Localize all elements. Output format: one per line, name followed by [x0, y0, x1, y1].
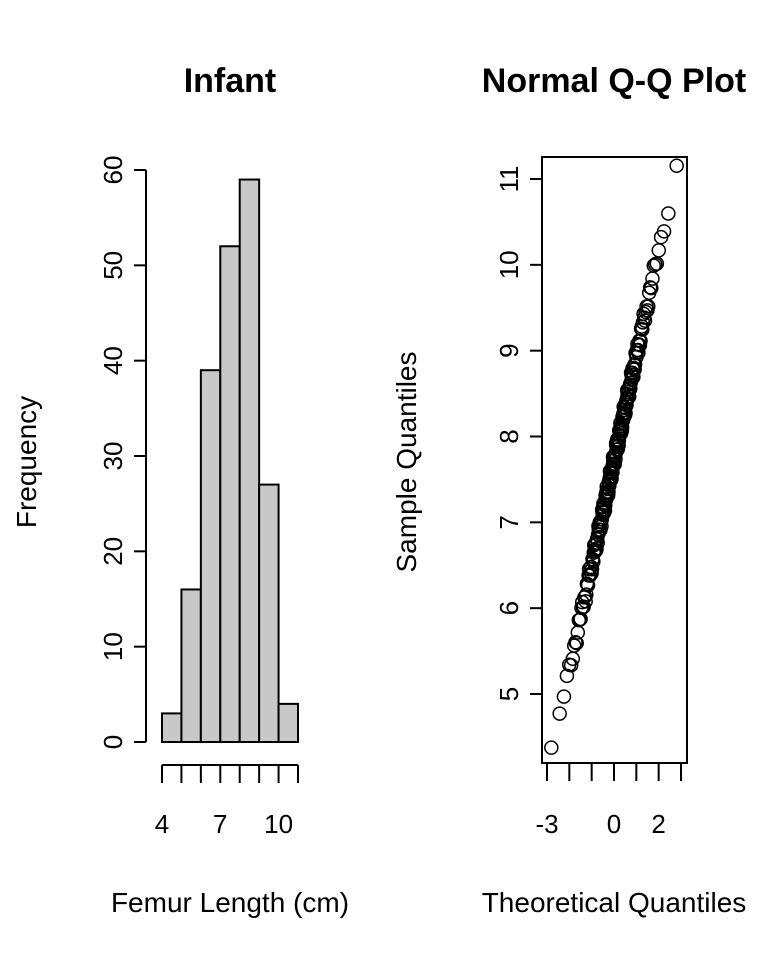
qq-point: [621, 389, 637, 404]
qq-y-tick-label: 6: [494, 601, 524, 615]
qq-point: [568, 635, 583, 650]
qq-point: [644, 280, 659, 296]
qq-point: [618, 405, 633, 421]
qq-point: [584, 566, 599, 581]
qq-y-tick-label: 7: [494, 515, 524, 529]
qq-point: [594, 518, 609, 534]
histogram-title: Infant: [184, 62, 277, 100]
qq-point: [607, 456, 622, 472]
histogram-panel: Infant Frequency Femur Length (cm) 0 10 20…: [11, 62, 349, 918]
qq-point: [661, 206, 676, 221]
histogram-y-tick-label: 40: [98, 346, 128, 375]
histogram-y-tick-label: 60: [98, 156, 128, 185]
qq-x-axis-label: Theoretical Quantiles: [482, 887, 747, 918]
histogram-y-tick-label: 50: [98, 251, 128, 280]
qq-point: [563, 657, 579, 673]
histogram-y-tick-label: 20: [98, 537, 128, 566]
qq-point: [605, 465, 620, 480]
qq-point: [552, 706, 567, 721]
histogram-x-axis-label: Femur Length (cm): [111, 887, 349, 918]
qq-point: [586, 554, 601, 569]
qq-point: [651, 243, 667, 258]
qq-point: [544, 740, 559, 755]
qq-point: [656, 224, 672, 239]
qq-point: [582, 568, 598, 583]
histogram-bar: [258, 483, 280, 743]
histogram-y-tick-label: 0: [98, 735, 128, 749]
qq-point: [589, 541, 604, 556]
qq-y-tick-label: 9: [494, 343, 524, 357]
qq-point: [633, 333, 648, 349]
qq-point: [637, 313, 653, 328]
qq-y-tick-label: 8: [494, 429, 524, 443]
qq-x-axis: -3 0 2: [535, 763, 682, 839]
histogram-bar: [199, 369, 222, 743]
qq-x-tick-label: 2: [651, 809, 665, 839]
qq-point: [597, 503, 613, 518]
qq-plot-title: Normal Q-Q Plot: [482, 62, 746, 100]
qq-y-tick-label: 11: [494, 166, 524, 193]
qq-points: [544, 158, 684, 755]
qq-point: [569, 635, 584, 651]
qq-x-tick-label: -3: [535, 809, 558, 839]
qq-point: [632, 337, 648, 353]
qq-point: [645, 271, 660, 286]
histogram-y-tick-label: 30: [98, 442, 128, 471]
histogram-x-tick-label: 7: [213, 809, 227, 839]
histogram-bar: [238, 178, 261, 744]
histogram-x-tick-label: 4: [155, 809, 169, 839]
qq-y-axis: 5 6 7 8 9 10 11: [494, 166, 542, 701]
histogram-bar: [180, 588, 202, 744]
qq-point: [584, 561, 600, 577]
histogram-bar: [219, 245, 241, 743]
histogram-bar: [161, 712, 183, 744]
qq-x-tick-label: 0: [607, 809, 621, 839]
qq-y-axis-label: Sample Quantiles: [391, 351, 422, 572]
qq-y-tick-label: 5: [494, 687, 524, 701]
histogram-x-axis: 4 7 10: [155, 764, 299, 839]
qq-point: [646, 258, 662, 273]
histogram-bars: [161, 178, 300, 744]
qq-y-tick-label: 10: [494, 250, 524, 279]
histogram-y-tick-label: 10: [98, 632, 128, 661]
qq-point: [556, 689, 572, 704]
qq-point: [614, 420, 630, 435]
histogram-x-tick-label: 10: [264, 809, 293, 839]
qq-plot-panel: Normal Q-Q Plot Sample Quantiles Theoret…: [391, 62, 746, 918]
histogram-y-axis-label: Frequency: [11, 396, 42, 528]
qq-point: [579, 587, 594, 602]
histogram-bar: [277, 702, 300, 743]
qq-point: [669, 158, 684, 173]
qq-point: [578, 594, 593, 609]
histogram-y-axis: 0 10 20 30 40 50 60: [98, 156, 147, 749]
